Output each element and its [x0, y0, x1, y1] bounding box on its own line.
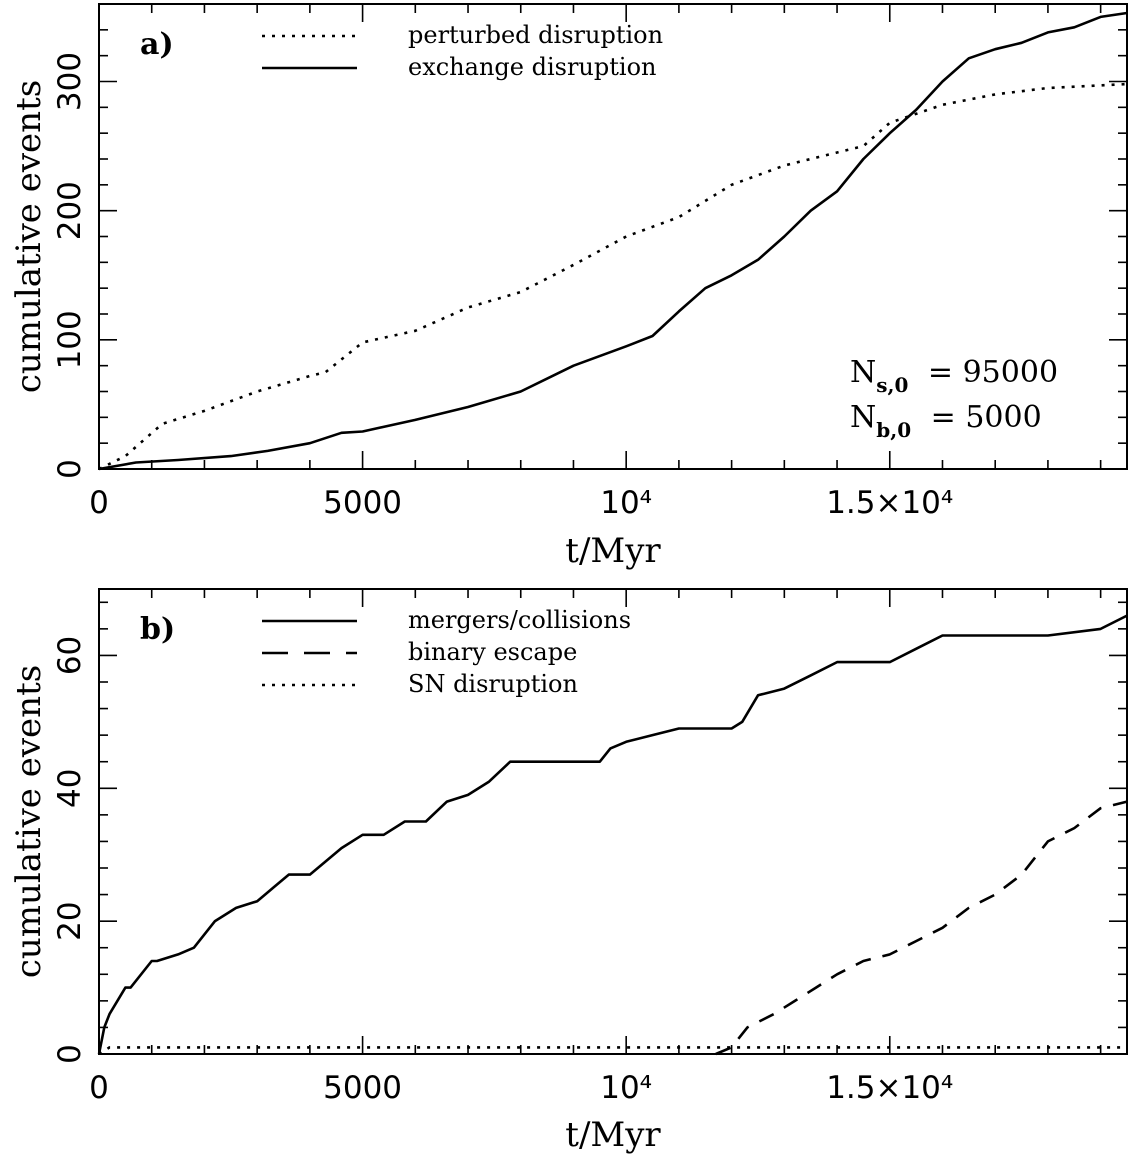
series-line-binary-escape — [715, 800, 1128, 1056]
legend-label: mergers/collisions — [408, 606, 631, 634]
panel-label: b) — [140, 612, 175, 647]
y-tick-label: 300 — [52, 52, 88, 111]
annotation: Nb,0 = 5000 — [850, 400, 1042, 442]
plot-frame — [98, 588, 1128, 1055]
x-tick-label: 0 — [89, 1070, 109, 1106]
legend-label: binary escape — [408, 638, 577, 666]
legend-label: perturbed disruption — [408, 21, 663, 49]
panel-b: 0 5000 10⁴ 1.5×10⁴ 0 20 40 60 t/Myr cumulative ev… — [9, 588, 1128, 1155]
x-axis-title: t/Myr — [565, 1115, 661, 1155]
y-tick-label: 200 — [52, 181, 88, 240]
x-tick-label: 5000 — [323, 1070, 402, 1106]
x-tick-label: 0 — [89, 485, 109, 521]
y-tick-label: 100 — [52, 310, 88, 369]
x-tick-label: 1.5×10⁴ — [826, 485, 953, 521]
panel-label: a) — [140, 27, 174, 62]
y-tick-label: 60 — [52, 636, 88, 675]
x-tick-label: 5000 — [323, 485, 402, 521]
legend-label: exchange disruption — [408, 53, 656, 81]
x-axis-title: t/Myr — [565, 531, 661, 571]
y-tick-label: 0 — [52, 459, 88, 479]
y-tick-label: 40 — [52, 769, 88, 808]
y-tick-label: 0 — [52, 1044, 88, 1064]
legend-label: SN disruption — [408, 670, 578, 698]
x-tick-label: 10⁴ — [600, 1070, 652, 1106]
panel-a: 0 5000 10⁴ 1.5×10⁴ 0 100 200 300 t/Myr cumulative… — [9, 3, 1128, 571]
y-axis-title: cumulative events — [9, 665, 49, 978]
series-line-sn-disruption — [98, 1046, 1127, 1056]
series-line-mergers-collisions — [97, 614, 1128, 1055]
y-tick-label: 20 — [52, 901, 88, 940]
series-line-exchange-disruption — [98, 11, 1128, 471]
annotation: Ns,0 = 95000 — [850, 355, 1058, 397]
y-axis-title: cumulative events — [9, 80, 49, 393]
x-tick-label: 10⁴ — [600, 485, 652, 521]
x-tick-label: 1.5×10⁴ — [826, 1070, 953, 1106]
